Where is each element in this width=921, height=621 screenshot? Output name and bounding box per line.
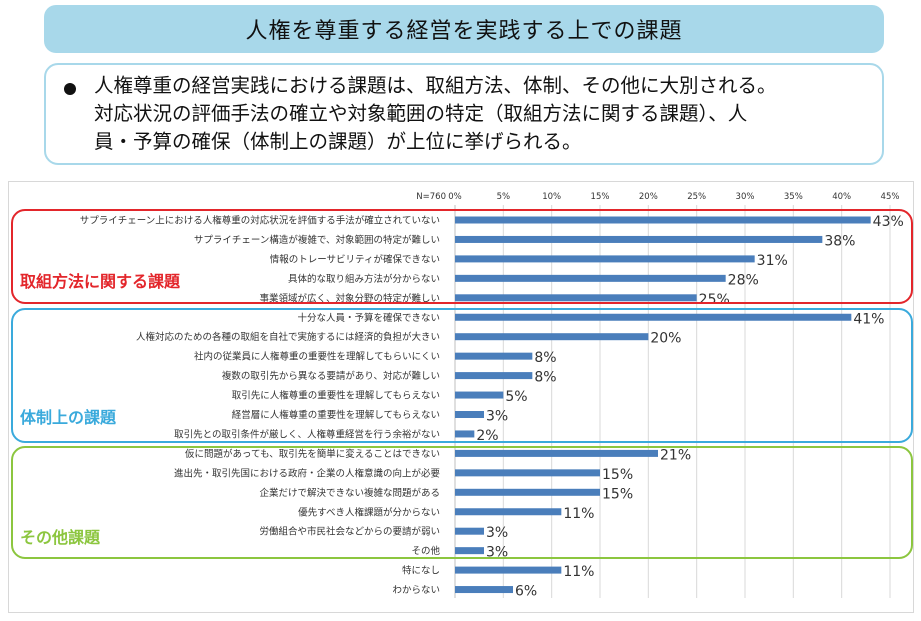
summary-line: 対応状況の評価手法の確立や対象範囲の特定（取組方法に関する課題）、人	[94, 102, 748, 125]
bar	[455, 469, 600, 477]
x-tick-label: 20%	[639, 192, 658, 202]
value-label: 2%	[476, 428, 498, 444]
bar	[455, 294, 697, 302]
category-label: 特になし	[402, 565, 440, 577]
category-label: 複数の取引先から異なる要請があり、対応が難しい	[222, 370, 440, 382]
page-title: 人権を尊重する経営を実践する上での課題	[44, 5, 884, 53]
value-label: 31%	[757, 253, 788, 269]
x-tick-label: 0%	[448, 192, 462, 202]
bullet-icon	[64, 83, 76, 95]
value-label: 28%	[728, 272, 759, 288]
category-label: 取引先との取引条件が厳しく、人権尊重経営を行う余裕がない	[174, 428, 440, 440]
value-label: 11%	[563, 564, 594, 580]
bar	[455, 235, 823, 243]
group-label-method: 取組方法に関する課題	[20, 272, 181, 291]
x-tick-label: 15%	[591, 192, 610, 202]
category-label: わからない	[392, 585, 440, 596]
summary-line: 員・予算の確保（体制上の課題）が上位に挙げられる。	[94, 130, 582, 153]
bar	[455, 586, 513, 594]
category-label: 十分な人員・予算を確保できない	[297, 312, 440, 324]
bar	[455, 488, 600, 496]
bar	[455, 333, 649, 341]
bar	[455, 449, 658, 457]
value-label: 5%	[505, 389, 527, 405]
bar	[455, 430, 475, 438]
category-label: 社内の従業員に人権尊重の重要性を理解してもらいにくい	[194, 351, 440, 363]
category-label: 取引先に人権尊重の重要性を理解してもらえない	[232, 390, 440, 402]
value-label: 15%	[602, 486, 633, 502]
group-box-other	[11, 446, 913, 559]
group-box-structure	[11, 308, 913, 443]
value-label: 15%	[602, 467, 633, 483]
category-label: その他	[411, 545, 440, 557]
category-label: 企業だけで解決できない複雑な問題がある	[259, 487, 440, 499]
x-tick-label: 45%	[881, 192, 900, 202]
bar	[455, 274, 726, 282]
group-box-method	[11, 209, 913, 304]
value-label: 43%	[873, 214, 904, 230]
category-label: 情報のトレーサビリティが確保できない	[270, 253, 440, 265]
group-label-other: その他課題	[20, 528, 101, 547]
bar	[455, 391, 504, 399]
bar	[455, 508, 562, 516]
bar	[455, 527, 484, 535]
category-label: 進出先・取引先国における政府・企業の人権意識の向上が必要	[174, 467, 440, 479]
value-label: 3%	[486, 545, 508, 561]
x-tick-label: 40%	[832, 192, 851, 202]
value-label: 8%	[534, 370, 556, 386]
value-label: 3%	[486, 525, 508, 541]
value-label: 11%	[563, 506, 594, 522]
value-label: 20%	[650, 331, 681, 347]
summary-box: 人権尊重の経営実践における課題は、取組方法、体制、その他に大別される。 対応状況…	[44, 63, 884, 165]
group-label-structure: 体制上の課題	[20, 408, 117, 427]
value-label: 21%	[660, 447, 691, 463]
value-label: 38%	[824, 233, 855, 249]
category-label: サプライチェーン構造が複雑で、対象範囲の特定が難しい	[194, 234, 440, 246]
x-tick-label: 35%	[784, 192, 803, 202]
category-label: 人権対応のための各種の取組を自社で実施するには経済的負担が大きい	[136, 331, 440, 343]
bar	[455, 313, 852, 321]
category-label: サプライチェーン上における人権尊重の対応状況を評価する手法が確立されていない	[80, 215, 440, 227]
bar	[455, 216, 871, 224]
x-tick-label: 10%	[542, 192, 561, 202]
x-tick-label: 5%	[497, 192, 511, 202]
category-label: 事業領域が広く、対象分野の特定が難しい	[259, 292, 440, 304]
x-tick-label: 30%	[736, 192, 755, 202]
summary-line: 人権尊重の経営実践における課題は、取組方法、体制、その他に大別される。	[94, 74, 777, 97]
bar	[455, 372, 533, 380]
chart-frame	[8, 181, 914, 613]
category-label: 優先すべき人権課題が分からない	[298, 506, 440, 518]
value-label: 6%	[515, 584, 537, 600]
bar	[455, 255, 755, 263]
category-label: 労働組合や市民社会などからの要請が弱い	[259, 526, 440, 538]
value-label: 8%	[534, 350, 556, 366]
x-tick-label: 25%	[687, 192, 706, 202]
category-label: 経営層に人権尊重の重要性を理解してもらえない	[232, 409, 440, 421]
bar	[455, 352, 533, 360]
bar	[455, 411, 484, 418]
bar	[455, 547, 484, 555]
category-label: 具体的な取り組み方法が分からない	[288, 273, 440, 285]
value-label: 3%	[486, 409, 508, 425]
category-label: 仮に問題があっても、取引先を簡単に変えることはできない	[185, 448, 440, 460]
value-label: 41%	[853, 311, 884, 327]
bar	[455, 566, 562, 574]
n-label: N=760	[416, 192, 446, 202]
